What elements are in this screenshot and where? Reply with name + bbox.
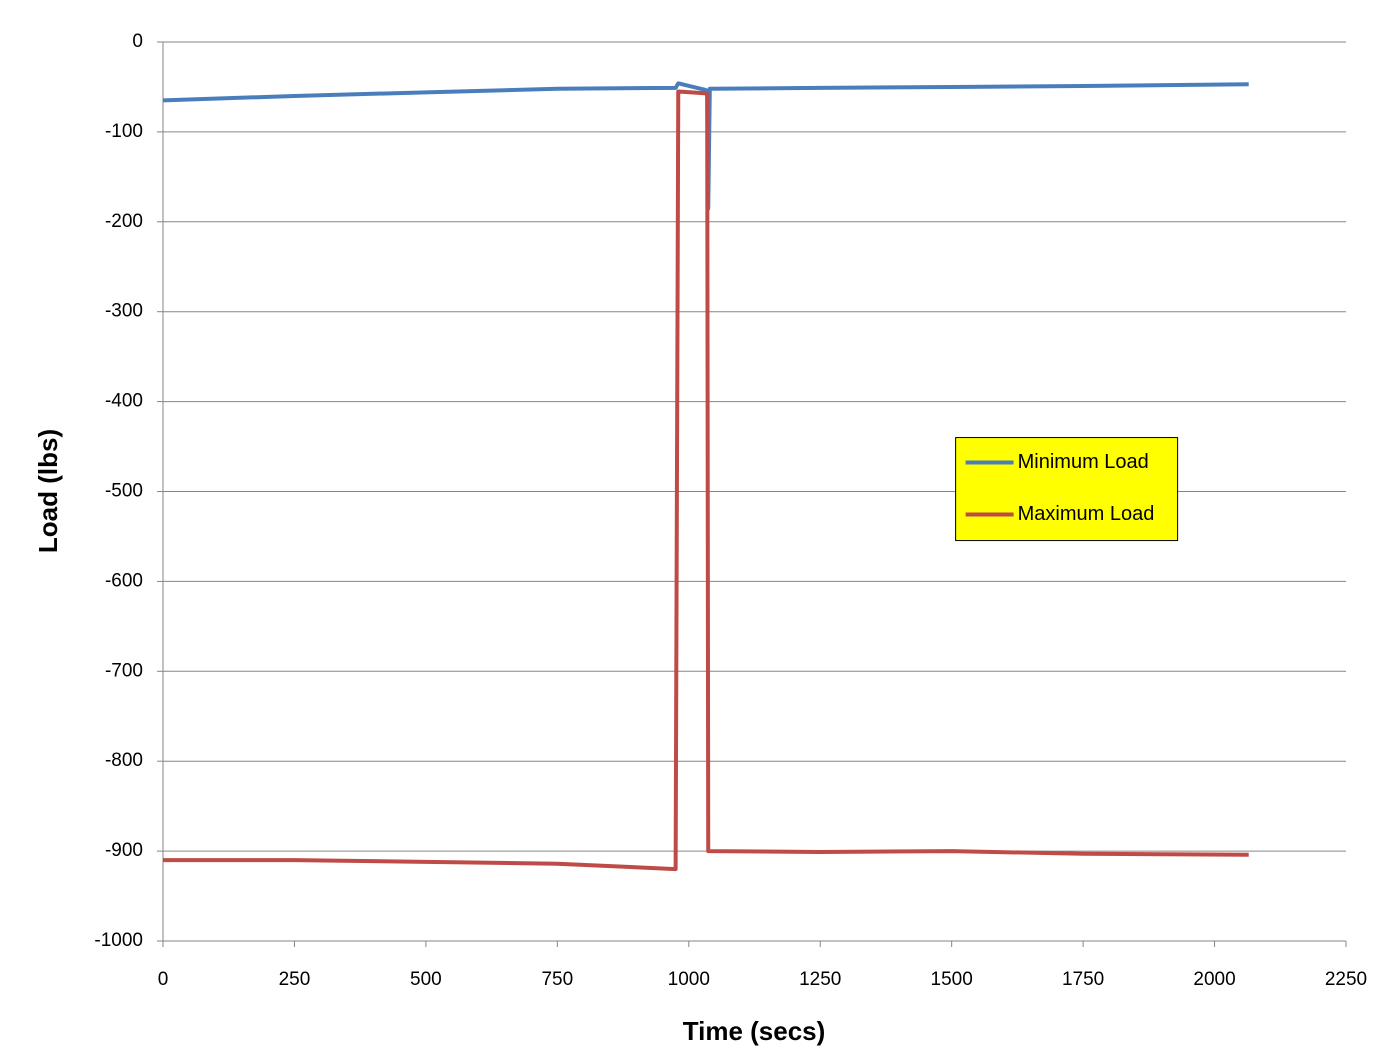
legend-label: Maximum Load: [1018, 503, 1155, 525]
y-tick-label: -1000: [94, 930, 143, 951]
series-line: [163, 89, 1249, 872]
x-tick-label: 500: [410, 969, 442, 990]
y-tick-label: -300: [105, 301, 143, 322]
y-axis-title: Load (lbs): [33, 429, 63, 553]
x-tick-label: 1500: [931, 969, 973, 990]
x-tick-label: 2000: [1193, 969, 1235, 990]
x-tick-label: 1000: [668, 969, 710, 990]
y-tick-label: -400: [105, 391, 143, 412]
y-tick-label: -700: [105, 660, 143, 681]
x-axis-title: Time (secs): [683, 1016, 826, 1046]
series-line: [162, 81, 1249, 211]
legend-label: Minimum Load: [1018, 451, 1149, 473]
y-tick-label: 0: [132, 31, 143, 52]
y-tick-label: -200: [105, 211, 143, 232]
y-tick-label: -800: [105, 750, 143, 771]
x-tick-label: 750: [541, 969, 573, 990]
x-tick-label: 1250: [799, 969, 841, 990]
x-tick-label: 0: [158, 969, 169, 990]
x-tick-label: 250: [279, 969, 311, 990]
y-tick-label: -600: [105, 570, 143, 591]
x-tick-label: 2250: [1325, 969, 1367, 990]
x-tick-label: 1750: [1062, 969, 1104, 990]
legend-box: [955, 437, 1179, 542]
y-tick-label: -900: [105, 840, 143, 861]
y-tick-label: -100: [105, 121, 143, 142]
y-tick-label: -500: [105, 481, 143, 502]
